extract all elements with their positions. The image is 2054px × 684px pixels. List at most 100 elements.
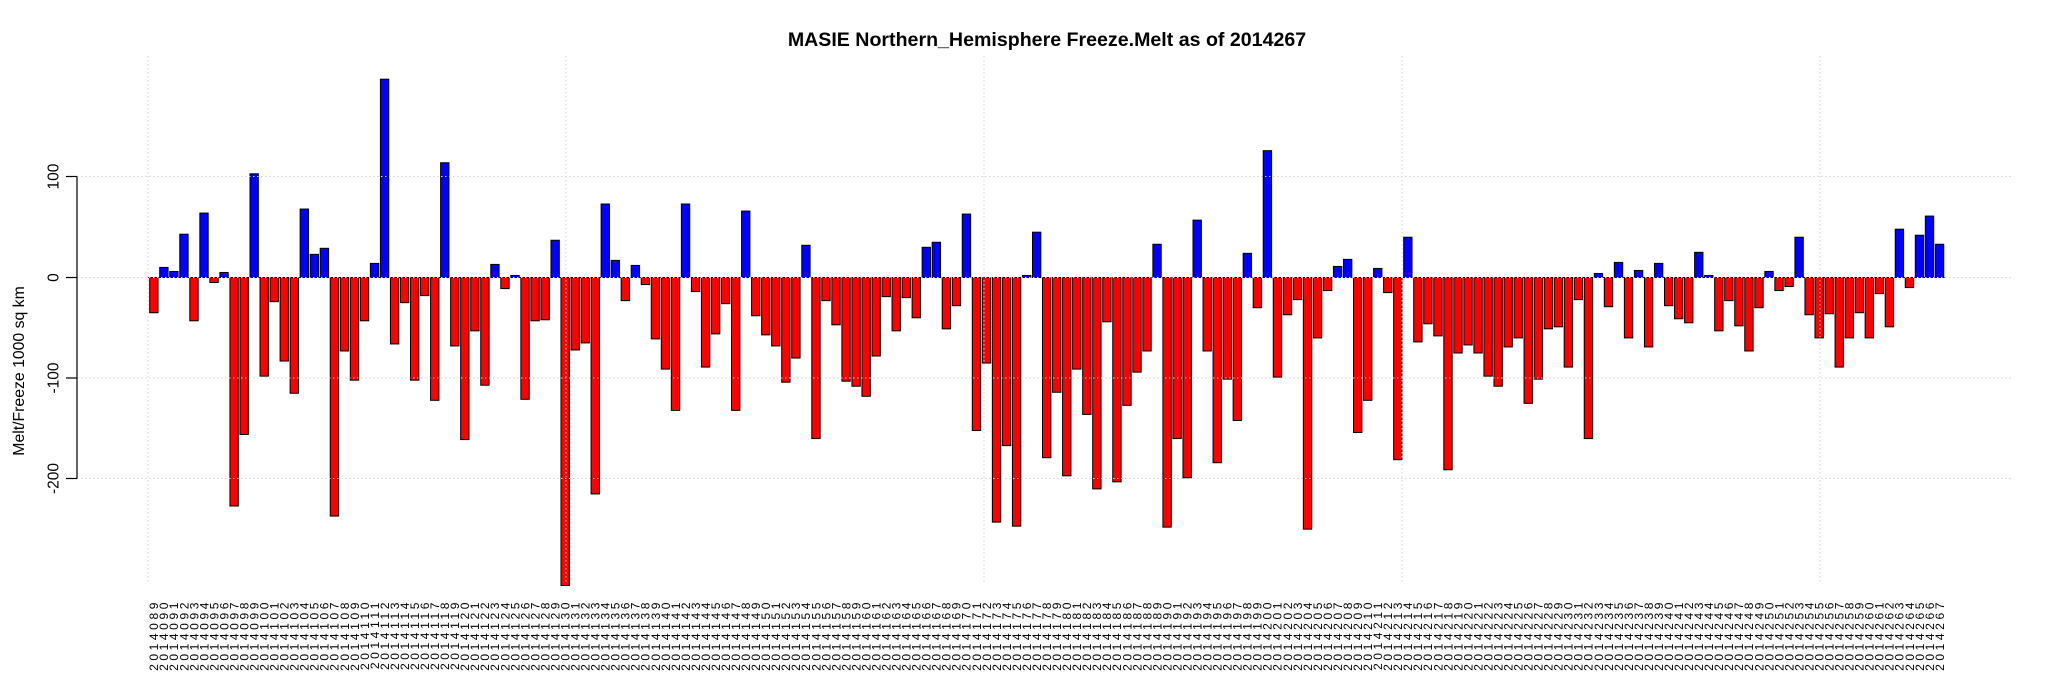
svg-text:2014091: 2014091 (167, 599, 181, 671)
svg-text:2014171: 2014171 (970, 599, 984, 671)
svg-text:2014266: 2014266 (1923, 599, 1937, 671)
svg-text:2014115: 2014115 (408, 599, 422, 670)
svg-text:2014142: 2014142 (679, 599, 693, 671)
svg-text:2014174: 2014174 (1000, 599, 1014, 671)
svg-text:2014246: 2014246 (1722, 599, 1736, 671)
svg-text:2014240: 2014240 (1662, 599, 1676, 671)
svg-text:2014173: 2014173 (990, 599, 1004, 671)
svg-text:2014237: 2014237 (1632, 599, 1646, 671)
svg-text:2014245: 2014245 (1712, 599, 1726, 671)
svg-text:2014227: 2014227 (1532, 599, 1546, 671)
svg-text:2014096: 2014096 (217, 599, 231, 671)
svg-text:2014225: 2014225 (1512, 599, 1526, 671)
svg-text:2014100: 2014100 (258, 599, 272, 671)
svg-text:2014252: 2014252 (1782, 599, 1796, 671)
svg-text:2014228: 2014228 (1542, 599, 1556, 671)
svg-text:2014099: 2014099 (247, 599, 261, 671)
svg-text:2014151: 2014151 (769, 599, 783, 671)
svg-text:2014163: 2014163 (890, 599, 904, 671)
svg-text:2014148: 2014148 (739, 599, 753, 671)
svg-text:2014181: 2014181 (1070, 599, 1084, 671)
svg-text:2014104: 2014104 (298, 599, 312, 671)
svg-text:2014249: 2014249 (1752, 599, 1766, 671)
svg-text:2014146: 2014146 (719, 599, 733, 671)
svg-text:2014122: 2014122 (478, 599, 492, 671)
svg-text:2014259: 2014259 (1853, 599, 1867, 671)
svg-text:2014213: 2014213 (1391, 599, 1405, 671)
svg-text:2014231: 2014231 (1572, 599, 1586, 671)
svg-text:2014236: 2014236 (1622, 599, 1636, 671)
svg-text:2014254: 2014254 (1802, 599, 1816, 671)
svg-text:2014141: 2014141 (669, 599, 683, 671)
svg-text:2014265: 2014265 (1913, 599, 1927, 671)
svg-text:2014097: 2014097 (227, 599, 241, 671)
svg-text:2014147: 2014147 (729, 599, 743, 671)
svg-text:2014150: 2014150 (759, 599, 773, 671)
svg-text:2014207: 2014207 (1331, 599, 1345, 671)
svg-text:2014140: 2014140 (659, 599, 673, 671)
svg-text:2014133: 2014133 (589, 599, 603, 671)
svg-text:2014094: 2014094 (197, 599, 211, 671)
svg-text:2014160: 2014160 (859, 599, 873, 671)
svg-text:2014232: 2014232 (1582, 599, 1596, 671)
svg-text:2014242: 2014242 (1682, 599, 1696, 671)
svg-text:2014092: 2014092 (177, 599, 191, 671)
svg-text:2014118: 2014118 (438, 599, 452, 670)
svg-text:2014113: 2014113 (388, 599, 402, 670)
svg-text:2014194: 2014194 (1201, 599, 1215, 671)
svg-text:2014261: 2014261 (1873, 599, 1887, 671)
svg-text:2014108: 2014108 (338, 599, 352, 671)
svg-text:2014138: 2014138 (639, 599, 653, 671)
svg-text:2014123: 2014123 (488, 599, 502, 671)
svg-text:-200: -200 (46, 463, 63, 494)
svg-text:2014161: 2014161 (869, 599, 883, 671)
svg-text:2014187: 2014187 (1130, 599, 1144, 671)
svg-text:2014204: 2014204 (1301, 599, 1315, 671)
svg-text:2014188: 2014188 (1140, 599, 1154, 671)
svg-text:2014224: 2014224 (1501, 599, 1515, 671)
svg-text:2014215: 2014215 (1411, 599, 1425, 671)
svg-text:2014192: 2014192 (1180, 599, 1194, 671)
svg-text:2014106: 2014106 (318, 599, 332, 671)
svg-text:2014107: 2014107 (328, 599, 342, 671)
svg-text:2014233: 2014233 (1592, 599, 1606, 671)
svg-text:2014251: 2014251 (1772, 599, 1786, 671)
svg-text:2014178: 2014178 (1040, 599, 1054, 671)
svg-text:2014221: 2014221 (1471, 599, 1485, 671)
svg-text:2014212: 2014212 (1381, 599, 1395, 671)
svg-text:2014191: 2014191 (1170, 599, 1184, 671)
svg-text:2014211: 2014211 (1371, 599, 1385, 670)
svg-text:2014239: 2014239 (1652, 599, 1666, 671)
svg-text:2014180: 2014180 (1060, 599, 1074, 671)
svg-text:2014167: 2014167 (930, 599, 944, 671)
svg-text:2014128: 2014128 (538, 599, 552, 671)
svg-text:2014154: 2014154 (799, 599, 813, 671)
svg-text:2014238: 2014238 (1642, 599, 1656, 671)
svg-text:2014093: 2014093 (187, 599, 201, 671)
svg-text:2014116: 2014116 (418, 599, 432, 670)
svg-text:2014179: 2014179 (1050, 599, 1064, 671)
svg-text:2014214: 2014214 (1401, 599, 1415, 671)
svg-text:2014117: 2014117 (428, 599, 442, 670)
svg-text:2014183: 2014183 (1090, 599, 1104, 671)
svg-text:2014105: 2014105 (308, 599, 322, 671)
svg-text:2014126: 2014126 (518, 599, 532, 671)
svg-text:2014234: 2014234 (1602, 599, 1616, 671)
svg-text:2014201: 2014201 (1271, 599, 1285, 671)
svg-text:2014164: 2014164 (900, 599, 914, 671)
svg-text:2014176: 2014176 (1020, 599, 1034, 671)
svg-text:2014119: 2014119 (448, 599, 462, 670)
svg-text:2014144: 2014144 (699, 599, 713, 671)
svg-text:2014219: 2014219 (1451, 599, 1465, 671)
svg-text:2014208: 2014208 (1341, 599, 1355, 671)
svg-text:2014112: 2014112 (378, 599, 392, 670)
svg-text:2014222: 2014222 (1481, 599, 1495, 671)
svg-text:2014089: 2014089 (147, 599, 161, 671)
svg-text:2014262: 2014262 (1883, 599, 1897, 671)
svg-text:2014182: 2014182 (1080, 599, 1094, 671)
svg-text:2014136: 2014136 (619, 599, 633, 671)
svg-text:2014195: 2014195 (1211, 599, 1225, 671)
svg-text:2014139: 2014139 (649, 599, 663, 671)
svg-text:2014263: 2014263 (1893, 599, 1907, 671)
svg-text:2014218: 2014218 (1441, 599, 1455, 671)
